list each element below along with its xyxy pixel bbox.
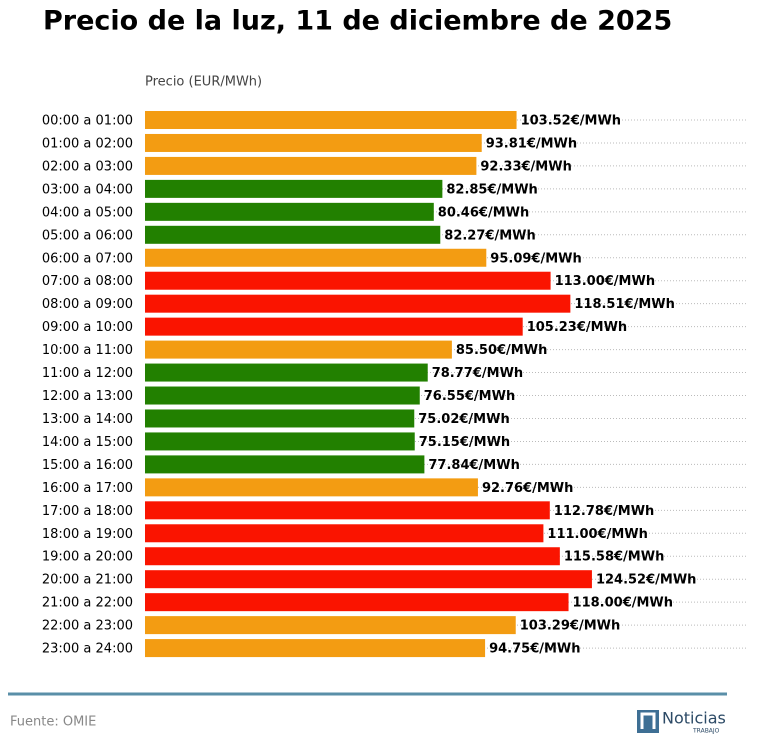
bar <box>145 271 551 290</box>
bar <box>145 317 523 336</box>
y-tick-label: 07:00 a 08:00 <box>42 274 133 289</box>
logo-glyph <box>640 712 656 729</box>
value-label: 112.78€/MWh <box>554 504 655 519</box>
bar <box>145 409 415 428</box>
y-tick-label: 00:00 a 01:00 <box>42 114 133 129</box>
bar <box>145 478 478 497</box>
value-label: 94.75€/MWh <box>489 642 580 657</box>
bar <box>145 501 550 520</box>
y-tick-label: 01:00 a 02:00 <box>42 136 133 151</box>
value-label: 118.00€/MWh <box>573 596 674 611</box>
value-label: 78.77€/MWh <box>432 366 523 381</box>
y-tick-label: 06:00 a 07:00 <box>42 251 133 266</box>
value-label: 77.84€/MWh <box>428 458 519 473</box>
bar <box>145 179 443 198</box>
y-tick-label: 10:00 a 11:00 <box>42 343 133 358</box>
bar <box>145 593 569 612</box>
y-tick-label: 19:00 a 20:00 <box>42 550 133 565</box>
y-tick-label: 02:00 a 03:00 <box>42 159 133 174</box>
bar <box>145 225 441 244</box>
source: Fuente: OMIE <box>10 715 96 730</box>
bar <box>145 111 517 129</box>
bar <box>145 340 452 359</box>
value-label: 118.51€/MWh <box>574 297 675 312</box>
bar <box>145 248 487 267</box>
y-tick-label: 22:00 a 23:00 <box>42 619 133 634</box>
value-label: 92.33€/MWh <box>480 159 571 174</box>
bar <box>145 202 434 221</box>
logo-sub: TRABAJO <box>692 728 720 735</box>
y-tick-label: 14:00 a 15:00 <box>42 435 133 450</box>
y-tick-label: 21:00 a 22:00 <box>42 596 133 611</box>
bar <box>145 386 420 405</box>
bar <box>145 524 544 543</box>
y-tick-label: 03:00 a 04:00 <box>42 182 133 197</box>
bar <box>145 294 571 313</box>
value-label: 103.29€/MWh <box>520 619 621 634</box>
y-tick-label: 20:00 a 21:00 <box>42 573 133 588</box>
value-label: 82.85€/MWh <box>446 182 537 197</box>
y-tick-label: 13:00 a 14:00 <box>42 412 133 427</box>
value-label: 95.09€/MWh <box>490 251 581 266</box>
value-label: 113.00€/MWh <box>555 274 656 289</box>
value-label: 124.52€/MWh <box>596 573 697 588</box>
value-label: 103.52€/MWh <box>521 114 622 129</box>
y-tick-label: 04:00 a 05:00 <box>42 205 133 220</box>
value-label: 75.02€/MWh <box>418 412 509 427</box>
bar <box>145 363 428 382</box>
bar <box>145 570 592 589</box>
bar <box>145 133 482 152</box>
value-label: 111.00€/MWh <box>547 527 648 542</box>
value-label: 75.15€/MWh <box>419 435 510 450</box>
value-label: 115.58€/MWh <box>564 550 665 565</box>
y-tick-label: 17:00 a 18:00 <box>42 504 133 519</box>
y-tick-label: 15:00 a 16:00 <box>42 458 133 473</box>
y-tick-label: 08:00 a 09:00 <box>42 297 133 312</box>
bar <box>145 455 425 474</box>
value-label: 85.50€/MWh <box>456 343 547 358</box>
logo-name: Noticias <box>662 709 726 728</box>
bar <box>145 432 415 451</box>
value-label: 105.23€/MWh <box>527 320 628 335</box>
chart-title: Precio de la luz, 11 de diciembre de 202… <box>43 6 672 37</box>
y-tick-label: 11:00 a 12:00 <box>42 366 133 381</box>
value-label: 76.55€/MWh <box>424 389 515 404</box>
value-label: 82.27€/MWh <box>444 228 535 243</box>
y-tick-label: 16:00 a 17:00 <box>42 481 133 496</box>
value-label: 80.46€/MWh <box>438 205 529 220</box>
y-tick-label: 18:00 a 19:00 <box>42 527 133 542</box>
bar <box>145 547 560 566</box>
y-tick-label: 05:00 a 06:00 <box>42 228 133 243</box>
bar <box>145 156 477 175</box>
value-label: 93.81€/MWh <box>486 136 577 151</box>
bar <box>145 616 516 635</box>
axis-label: Precio (EUR/MWh) <box>145 75 262 90</box>
value-label: 92.76€/MWh <box>482 481 573 496</box>
y-tick-label: 09:00 a 10:00 <box>42 320 133 335</box>
y-tick-label: 23:00 a 24:00 <box>42 642 133 657</box>
y-tick-label: 12:00 a 13:00 <box>42 389 133 404</box>
bar <box>145 639 486 658</box>
